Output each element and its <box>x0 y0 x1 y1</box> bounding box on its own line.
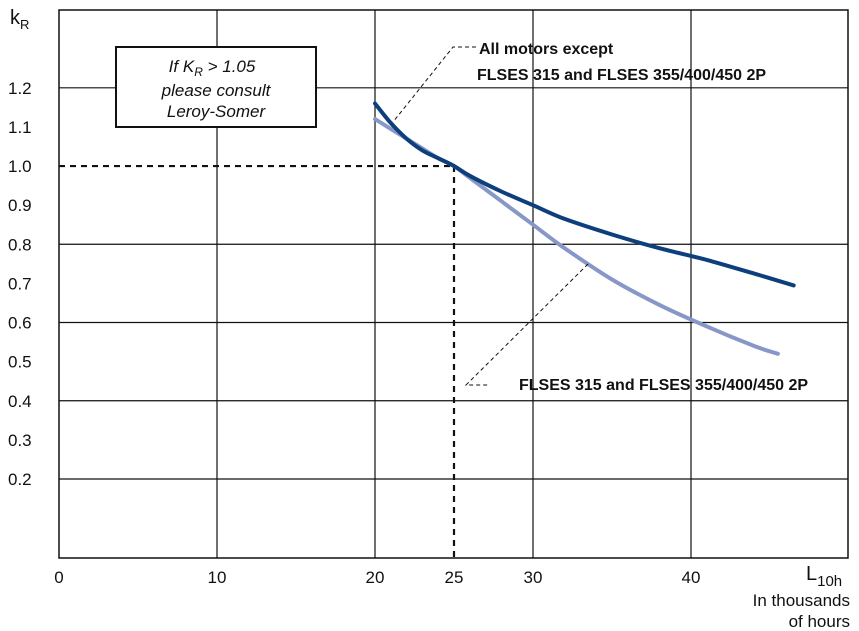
tick-labels: 0 10 20 25 30 40 0.2 0.3 0.4 0.5 0.6 0.7 0.8 0.9 1.0 1.… <box>8 79 700 587</box>
series-2-line <box>373 117 780 356</box>
y-tick-label-0.4: 0.4 <box>8 392 32 411</box>
x-tick-label-25: 25 <box>445 568 464 587</box>
series-1-leader <box>392 46 476 123</box>
y-tick-label-0.5: 0.5 <box>8 353 32 372</box>
y-tick-label-0.8: 0.8 <box>8 235 32 254</box>
y-tick-label-0.9: 0.9 <box>8 196 32 215</box>
y-axis-title: kR <box>10 7 29 32</box>
y-tick-label-1.1: 1.1 <box>8 118 32 137</box>
note-kr-threshold: > 1.05 <box>203 57 256 76</box>
series-2-leader <box>464 263 589 386</box>
series-lines <box>373 101 796 356</box>
series-2-label: FLSES 315 and FLSES 355/400/450 2P <box>519 377 808 394</box>
series-1-line <box>373 101 796 288</box>
x-tick-label-20: 20 <box>366 568 385 587</box>
y-tick-label-0.3: 0.3 <box>8 431 32 450</box>
x-axis-units-line2: of hours <box>789 612 850 631</box>
x-tick-label-40: 40 <box>682 568 701 587</box>
x-tick-label-30: 30 <box>524 568 543 587</box>
note-line-3: Leroy-Somer <box>167 102 267 121</box>
y-axis-title-main: k <box>10 7 21 29</box>
x-axis-units-line1: In thousands <box>753 591 850 610</box>
y-axis-title-sub: R <box>20 17 29 32</box>
x-axis-title: L10h <box>806 563 842 590</box>
note-line-2: please consult <box>161 81 272 100</box>
reference-lines <box>59 164 456 558</box>
note-line-1: If KR > 1.05 <box>169 57 256 79</box>
x-axis-title-main: L <box>806 563 817 585</box>
series-1-label-line2: FLSES 315 and FLSES 355/400/450 2P <box>477 67 766 84</box>
note-kr-main: If K <box>169 57 195 76</box>
y-tick-label-0.6: 0.6 <box>8 314 32 333</box>
x-tick-label-0: 0 <box>54 568 63 587</box>
note-kr-sub: R <box>194 65 203 79</box>
grid <box>58 9 849 559</box>
note-box-frame <box>115 46 317 128</box>
plot-frame <box>58 9 849 559</box>
x-tick-label-10: 10 <box>208 568 227 587</box>
series-1-label-line1: All motors except <box>479 41 614 58</box>
annotation-leaders <box>392 46 589 386</box>
note-box: If KR > 1.05 please consult Leroy-Somer <box>115 46 317 128</box>
y-tick-label-1.2: 1.2 <box>8 79 32 98</box>
y-tick-label-0.7: 0.7 <box>8 274 32 293</box>
y-tick-label-1.0: 1.0 <box>8 157 32 176</box>
y-tick-label-0.2: 0.2 <box>8 470 32 489</box>
x-axis-title-sub: 10h <box>817 573 842 590</box>
